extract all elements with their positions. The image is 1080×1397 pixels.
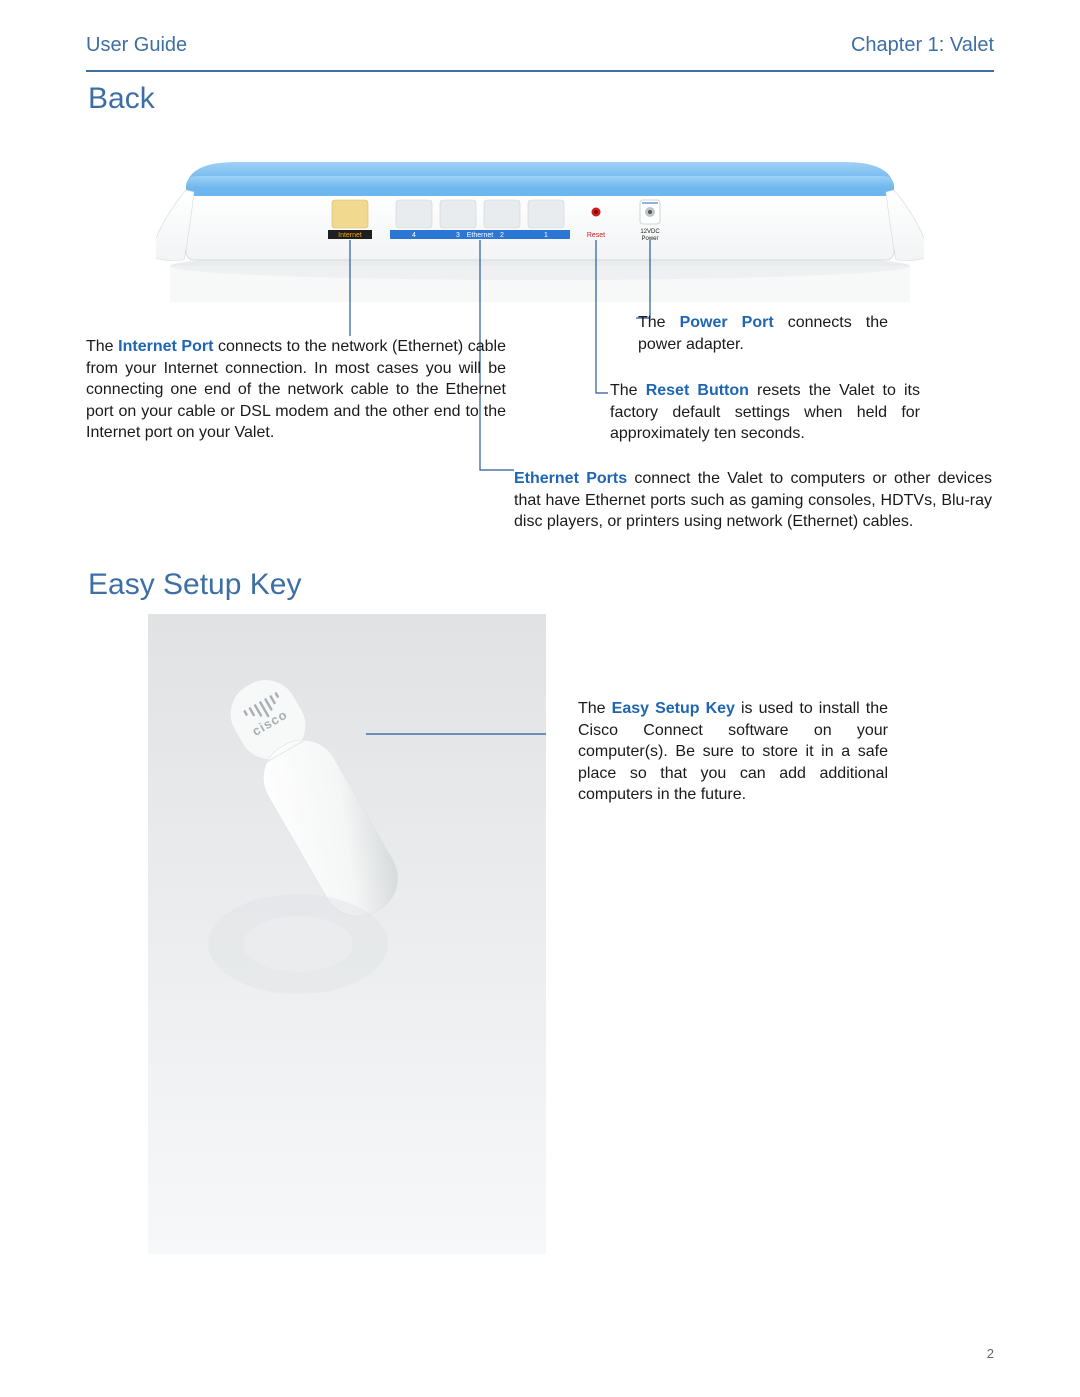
callout-ethernet-ports: Ethernet Ports connect the Valet to comp… — [514, 468, 992, 533]
header-rule — [86, 70, 994, 72]
page-number: 2 — [987, 1346, 994, 1361]
easy-setup-key-svg: cisco — [148, 614, 546, 1254]
easy-setup-key-figure: cisco — [148, 614, 546, 1254]
svg-text:2: 2 — [500, 232, 504, 239]
callout-easy-setup-key: The Easy Setup Key is used to install th… — [578, 698, 888, 806]
callout-reset-button: The Reset Button resets the Valet to its… — [610, 380, 920, 445]
section-title-back: Back — [88, 82, 155, 116]
callout-internet-port: The Internet Port connects to the networ… — [86, 336, 506, 444]
svg-text:4: 4 — [412, 232, 416, 239]
svg-text:Ethernet: Ethernet — [467, 232, 494, 239]
svg-text:12VDC: 12VDC — [640, 229, 660, 235]
callout-power-port: The Power Port connects the power adapte… — [638, 312, 888, 355]
section-title-easy-setup-key: Easy Setup Key — [88, 568, 301, 602]
header-right: Chapter 1: Valet — [851, 34, 994, 57]
svg-text:Internet: Internet — [338, 232, 362, 239]
svg-text:Reset: Reset — [587, 232, 605, 239]
svg-text:1: 1 — [544, 232, 548, 239]
svg-text:3: 3 — [456, 232, 460, 239]
header-left: User Guide — [86, 34, 187, 57]
document-page: User Guide Chapter 1: Valet Back Interne… — [0, 0, 1080, 1397]
router-back-figure: Internet4321EthernetReset12VDCPower — [156, 148, 924, 318]
